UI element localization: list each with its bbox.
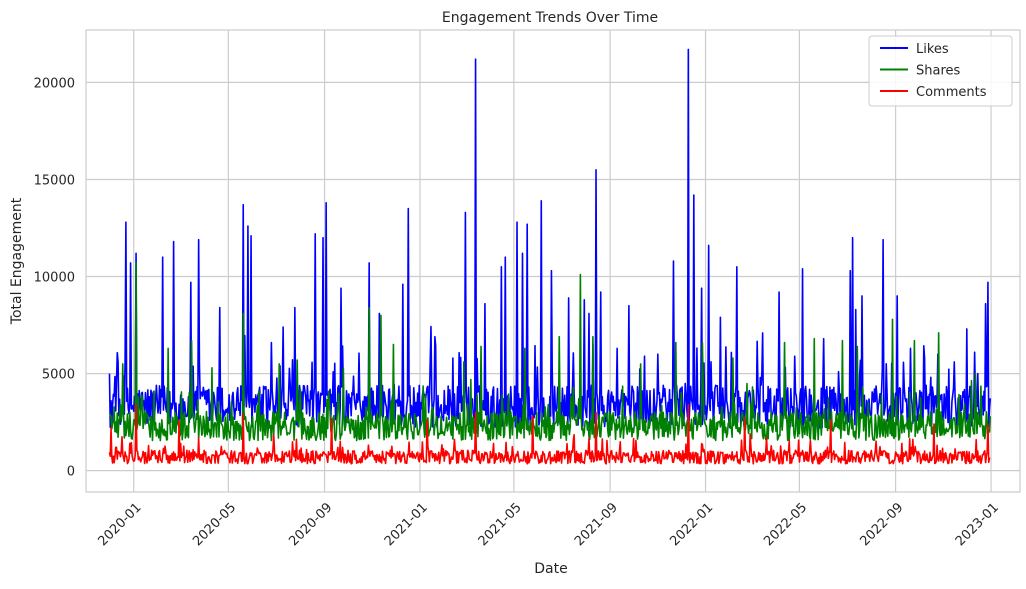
series-line-comments [108, 403, 991, 465]
x-axis-ticks: 2020-01 2020-05 2020-09 2021-01 2021-05 2021-… [96, 500, 1002, 549]
x-tick-label: 2023-01 [953, 500, 1002, 549]
x-tick-label: 2021-01 [382, 500, 431, 549]
legend-label-likes: Likes [916, 42, 949, 57]
legend-label-shares: Shares [916, 64, 961, 79]
y-tick-label: 15000 [34, 173, 75, 188]
x-tick-label: 2022-09 [857, 500, 906, 549]
series-line-shares [108, 262, 992, 442]
y-tick-label: 5000 [42, 368, 75, 383]
chart-title: Engagement Trends Over Time [442, 10, 658, 26]
x-tick-label: 2020-01 [96, 500, 145, 549]
y-tick-label: 0 [67, 465, 75, 480]
legend-label-comments: Comments [916, 85, 987, 100]
x-tick-label: 2022-05 [761, 500, 810, 549]
x-axis-label: Date [534, 561, 567, 577]
legend: Likes Shares Comments [868, 35, 1013, 107]
x-tick-label: 2022-01 [667, 500, 716, 549]
y-tick-label: 10000 [34, 271, 75, 286]
y-axis-ticks: 0 5000 10000 15000 20000 [34, 76, 75, 479]
x-tick-label: 2021-09 [572, 500, 621, 549]
x-tick-label: 2020-09 [286, 500, 335, 549]
y-axis-label: Total Engagement [9, 197, 25, 325]
series-layer [108, 48, 992, 465]
y-tick-label: 20000 [34, 76, 75, 91]
x-tick-label: 2021-05 [476, 500, 525, 549]
legend-box [868, 35, 1013, 107]
x-tick-label: 2020-05 [190, 500, 239, 549]
